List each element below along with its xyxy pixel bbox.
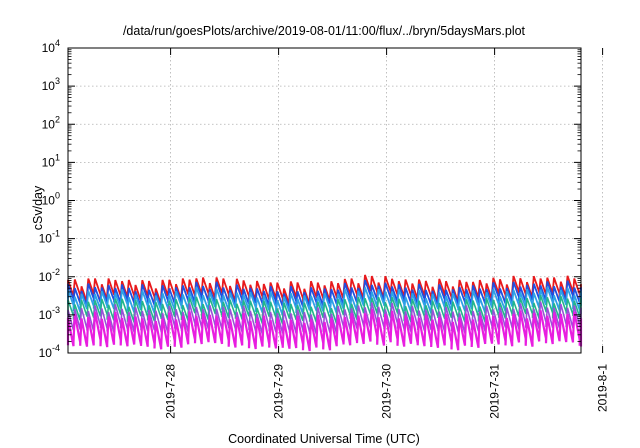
- y-axis-label: cSv/day: [31, 185, 45, 230]
- series-line-1: [67, 274, 582, 305]
- y-tick-label: 101: [42, 152, 60, 169]
- x-ticks: 2019-7-28 2019-7-29 2019-7-30 2019-7-31 2019…: [164, 48, 610, 419]
- y-tick-label: 10-4: [39, 343, 60, 360]
- x-tick-label: 2019-7-31: [488, 364, 502, 419]
- x-axis-label: Coordinated Universal Time (UTC): [228, 432, 420, 446]
- series-group: [66, 274, 583, 352]
- y-ticks: 10-4 10-3 10-2 10-1 100 101 102 103 104: [39, 38, 581, 360]
- x-tick-label: 2019-7-30: [380, 364, 394, 419]
- x-tick-label: 2019-7-29: [272, 364, 286, 419]
- x-tick-label: 2019-8-1: [596, 364, 610, 412]
- y-tick-label: 10-2: [39, 267, 60, 284]
- y-tick-label: 102: [42, 114, 60, 131]
- series-line-6: [66, 308, 583, 352]
- y-tick-label: 103: [42, 76, 60, 93]
- series-line-2: [67, 279, 582, 310]
- x-tick-label: 2019-7-28: [164, 364, 178, 419]
- chart-title: /data/run/goesPlots/archive/2019-08-01/1…: [123, 24, 526, 38]
- y-tick-label: 100: [42, 191, 60, 208]
- grid: [68, 48, 603, 353]
- y-tick-label: 10-3: [39, 305, 60, 322]
- y-tick-label: 10-1: [39, 229, 60, 246]
- y-tick-label: 104: [42, 38, 60, 55]
